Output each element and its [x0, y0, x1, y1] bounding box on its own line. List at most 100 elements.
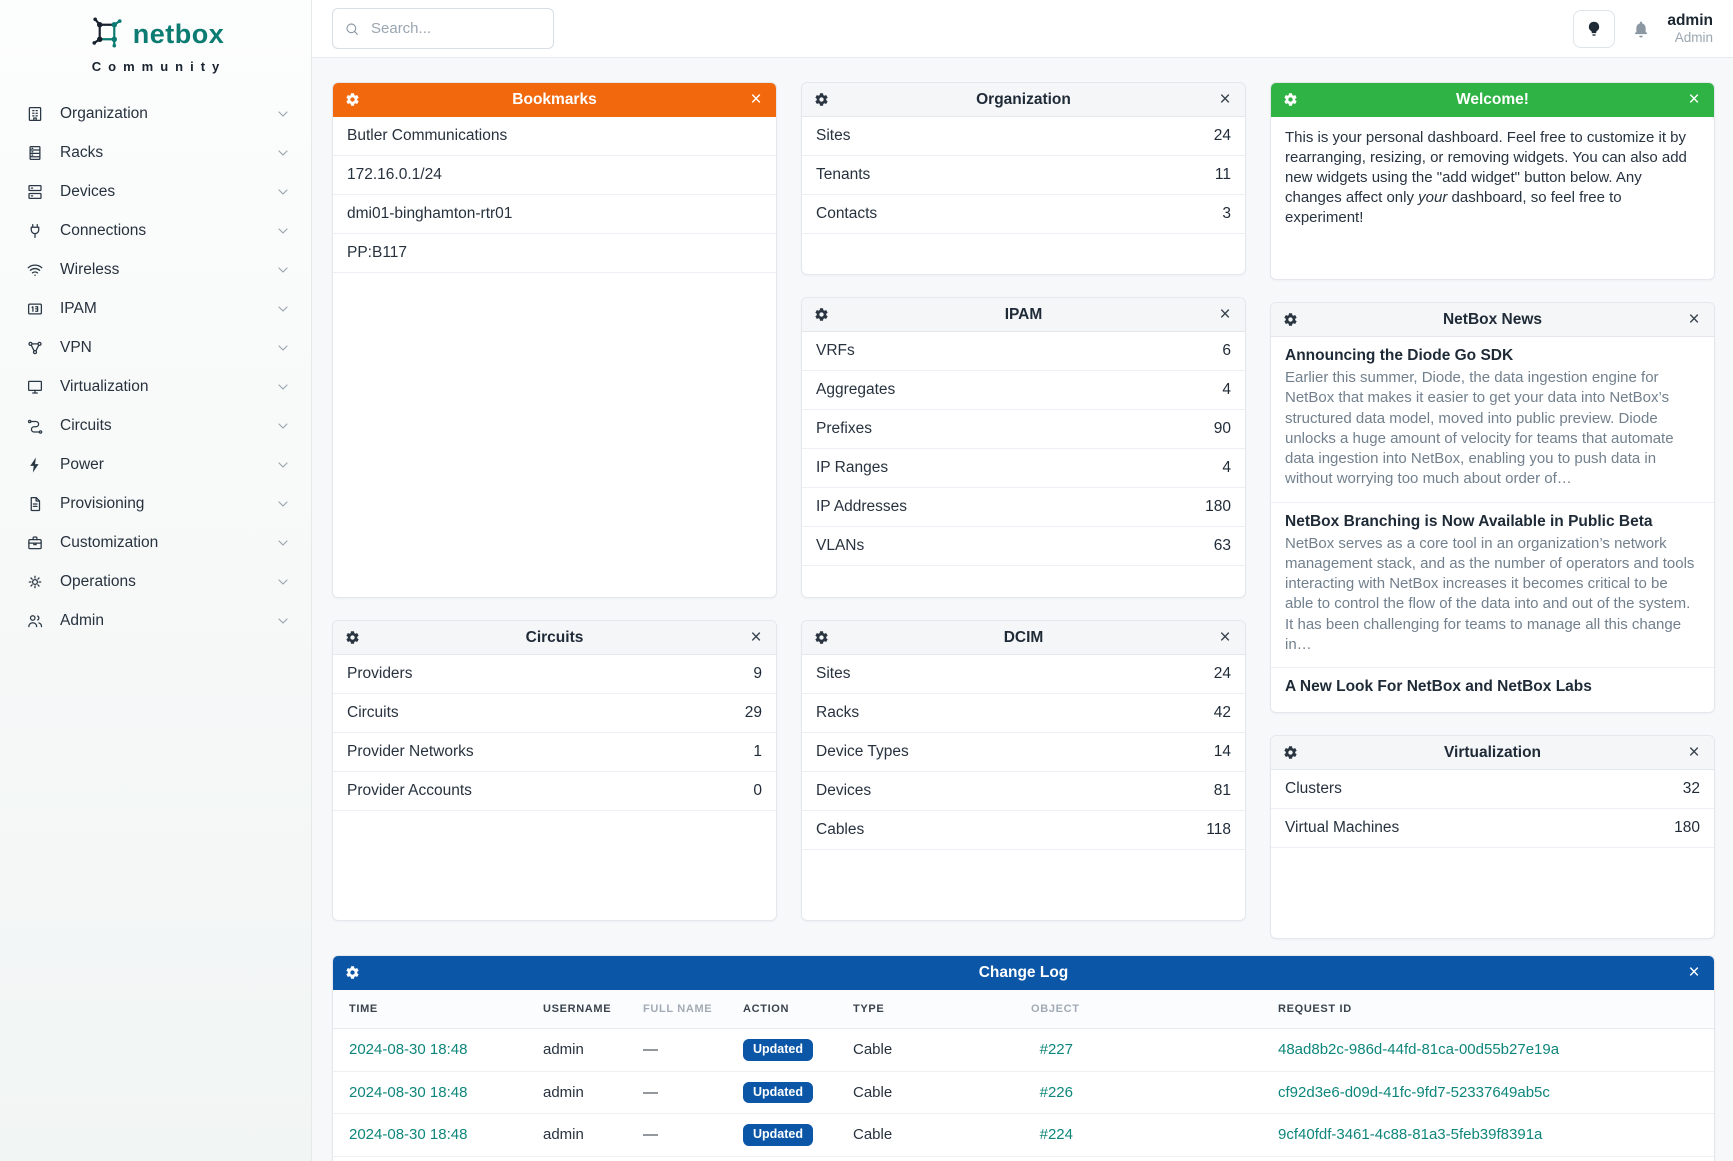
dcim-stat-devices[interactable]: Devices 81	[802, 772, 1245, 811]
sidebar-item-ipam[interactable]: IPAM	[0, 289, 311, 328]
news-article[interactable]: NetBox Branching is Now Available in Pub…	[1271, 501, 1714, 668]
stat-label: Sites	[816, 665, 851, 682]
ipam-stat-vlans[interactable]: VLANs 63	[802, 527, 1245, 566]
request-id-link[interactable]: 48ad8b2c-986d-44fd-81ca-00d55b27e19a	[1278, 1041, 1560, 1059]
cell-type: Cable	[843, 1070, 1021, 1114]
widget-close-icon[interactable]: ×	[1219, 627, 1231, 648]
stat-label: Devices	[816, 782, 872, 799]
virtualization-stat-virtual-machines[interactable]: Virtual Machines 180	[1271, 809, 1714, 848]
sidebar-item-admin[interactable]: Admin	[0, 601, 311, 640]
column-header-action[interactable]: ACTION	[733, 990, 843, 1029]
sidebar-item-customization[interactable]: Customization	[0, 523, 311, 562]
circuits-widget: Circuits × Providers 9 Circuits 29 Provider …	[332, 620, 777, 921]
ipam-widget-header: IPAM ×	[802, 298, 1245, 332]
time-link[interactable]: 2024-08-30 18:48	[349, 1041, 468, 1059]
widget-config-gear-icon[interactable]	[1283, 92, 1299, 107]
widget-close-icon[interactable]: ×	[1219, 89, 1231, 110]
circuits-stat-provider-accounts[interactable]: Provider Accounts 0	[333, 772, 776, 811]
widget-close-icon[interactable]: ×	[1219, 304, 1231, 325]
netbox-logo[interactable]: netbox Community	[0, 12, 311, 74]
cell-username: admin	[533, 1113, 633, 1156]
dcim-stat-sites[interactable]: Sites 24	[802, 655, 1245, 694]
widget-close-icon[interactable]: ×	[1688, 309, 1700, 330]
request-id-link[interactable]: 9cf40fdf-3461-4c88-81a3-5feb39f8391a	[1278, 1126, 1543, 1144]
sidebar-item-organization[interactable]: Organization	[0, 94, 311, 133]
sidebar-item-power[interactable]: Power	[0, 445, 311, 484]
chevron-down-icon	[275, 223, 291, 239]
widget-config-gear-icon[interactable]	[814, 630, 830, 645]
bookmark-item[interactable]: PP:B117	[333, 234, 776, 273]
widget-config-gear-icon[interactable]	[1283, 745, 1299, 760]
sidebar-item-racks[interactable]: Racks	[0, 133, 311, 172]
widget-close-icon[interactable]: ×	[1688, 742, 1700, 763]
object-link[interactable]: #227	[1039, 1041, 1073, 1059]
sidebar-item-virtualization[interactable]: Virtualization	[0, 367, 311, 406]
chevron-down-icon	[275, 184, 291, 200]
sidebar-item-provisioning[interactable]: Provisioning	[0, 484, 311, 523]
column-header-type[interactable]: TYPE	[843, 990, 1021, 1029]
virtualization-stat-clusters[interactable]: Clusters 32	[1271, 770, 1714, 809]
sidebar-item-label: Customization	[60, 533, 159, 551]
stat-value: 180	[1205, 498, 1231, 515]
sidebar-item-vpn[interactable]: VPN	[0, 328, 311, 367]
object-link[interactable]: #226	[1039, 1083, 1073, 1101]
circuits-stat-circuits[interactable]: Circuits 29	[333, 694, 776, 733]
column-header-time[interactable]: TIME	[333, 990, 533, 1029]
sidebar-item-connections[interactable]: Connections	[0, 211, 311, 250]
dcim-stat-device-types[interactable]: Device Types 14	[802, 733, 1245, 772]
column-header-username[interactable]: USERNAME	[533, 990, 633, 1029]
widget-close-icon[interactable]: ×	[750, 89, 762, 110]
widget-close-icon[interactable]: ×	[1688, 89, 1700, 110]
user-menu[interactable]: admin Admin	[1667, 12, 1713, 45]
organization-stat-tenants[interactable]: Tenants 11	[802, 156, 1245, 195]
column-header-object[interactable]: OBJECT	[1021, 990, 1083, 1029]
request-id-link[interactable]: cf92d3e6-d09d-41fc-9fd7-52337649ab5c	[1278, 1083, 1550, 1101]
chevron-down-icon	[275, 301, 291, 317]
widget-config-gear-icon[interactable]	[1283, 312, 1299, 327]
sidebar-item-devices[interactable]: Devices	[0, 172, 311, 211]
cell-username: admin	[533, 1155, 633, 1161]
time-link[interactable]: 2024-08-30 18:48	[349, 1126, 468, 1144]
bookmark-item[interactable]: dmi01-binghamton-rtr01	[333, 195, 776, 234]
bookmark-item[interactable]: 172.16.0.1/24	[333, 156, 776, 195]
organization-stat-sites[interactable]: Sites 24	[802, 117, 1245, 156]
topbar: admin Admin	[312, 0, 1733, 58]
news-article[interactable]: Announcing the Diode Go SDK Earlier this …	[1271, 337, 1714, 502]
widget-config-gear-icon[interactable]	[345, 630, 361, 645]
ipam-stat-prefixes[interactable]: Prefixes 90	[802, 410, 1245, 449]
dcim-widget-header: DCIM ×	[802, 621, 1245, 655]
dcim-stat-cables[interactable]: Cables 118	[802, 811, 1245, 850]
widget-close-icon[interactable]: ×	[750, 627, 762, 648]
widget-config-gear-icon[interactable]	[345, 92, 361, 107]
column-header-full-name[interactable]: FULL NAME	[633, 990, 733, 1029]
organization-widget: Organization × Sites 24 Tenants 11 Contacts 3	[801, 82, 1246, 275]
widget-config-gear-icon[interactable]	[345, 965, 361, 980]
search-input[interactable]	[332, 8, 554, 49]
news-article-title: Announcing the Diode Go SDK	[1285, 347, 1514, 364]
ipam-stat-aggregates[interactable]: Aggregates 4	[802, 371, 1245, 410]
column-header-request-id[interactable]: REQUEST ID	[1083, 990, 1714, 1029]
plug-icon	[26, 222, 44, 240]
sidebar-item-circuits[interactable]: Circuits	[0, 406, 311, 445]
sidebar-item-label: Provisioning	[60, 494, 145, 512]
widget-close-icon[interactable]: ×	[1688, 962, 1700, 983]
sidebar-item-wireless[interactable]: Wireless	[0, 250, 311, 289]
ipam-stat-vrfs[interactable]: VRFs 6	[802, 332, 1245, 371]
stat-value: 6	[1222, 342, 1231, 359]
time-link[interactable]: 2024-08-30 18:48	[349, 1083, 468, 1101]
circuits-stat-providers[interactable]: Providers 9	[333, 655, 776, 694]
bookmark-item[interactable]: Butler Communications	[333, 117, 776, 156]
widget-config-gear-icon[interactable]	[814, 307, 830, 322]
circuits-stat-provider-networks[interactable]: Provider Networks 1	[333, 733, 776, 772]
organization-stat-contacts[interactable]: Contacts 3	[802, 195, 1245, 234]
object-link[interactable]: #224	[1039, 1126, 1073, 1144]
widget-config-gear-icon[interactable]	[814, 92, 830, 107]
news-article[interactable]: A New Look For NetBox and NetBox Labs	[1271, 667, 1714, 711]
sidebar-item-operations[interactable]: Operations	[0, 562, 311, 601]
ipam-stat-ip-addresses[interactable]: IP Addresses 180	[802, 488, 1245, 527]
ipam-stat-ip-ranges[interactable]: IP Ranges 4	[802, 449, 1245, 488]
notifications-bell-icon[interactable]	[1631, 19, 1651, 39]
theme-toggle-button[interactable]	[1573, 9, 1616, 48]
dcim-stat-racks[interactable]: Racks 42	[802, 694, 1245, 733]
cell-full-name: —	[643, 1041, 658, 1059]
